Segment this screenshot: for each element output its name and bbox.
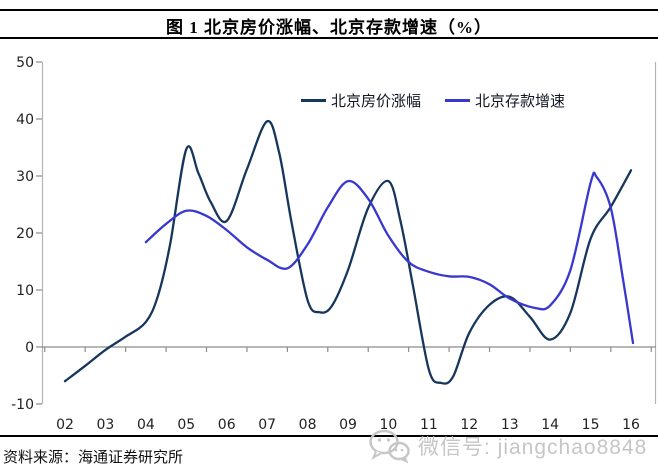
legend-line-swatch-blue [445, 99, 471, 102]
x-tick-label: 08 [299, 417, 317, 433]
y-tick-label: 0 [25, 340, 34, 356]
y-tick-label: 30 [16, 169, 34, 185]
y-tick-label: 40 [16, 112, 34, 128]
x-tick-label: 15 [582, 417, 600, 433]
watermark: 微信号: jiangchao8848 [368, 429, 647, 463]
x-tick-label: 05 [177, 417, 195, 433]
title-divider [0, 37, 658, 39]
x-tick-label: 03 [97, 417, 115, 433]
x-tick-label: 14 [541, 417, 559, 433]
series-line-0 [63, 120, 633, 385]
y-tick-label: 50 [16, 55, 34, 71]
source-note: 资料来源：海通证券研究所 [3, 449, 184, 466]
chart-legend: 北京房价涨幅 北京存款增速 [301, 90, 565, 111]
x-tick-label: 09 [339, 417, 357, 433]
x-tick-label: 13 [501, 417, 519, 433]
x-tick-label: 12 [460, 417, 478, 433]
top-divider [0, 9, 658, 11]
legend-item-deposit-growth: 北京存款增速 [445, 90, 565, 111]
x-tick-label: 11 [420, 417, 438, 433]
chart-title: 图 1 北京房价涨幅、北京存款增速（%） [166, 18, 492, 37]
y-tick-label: 20 [16, 226, 34, 242]
y-tick-label: 10 [16, 283, 34, 299]
x-tick-label: 06 [218, 417, 236, 433]
x-tick-label: 16 [622, 417, 640, 433]
watermark-text: 微信号: jiangchao8848 [418, 436, 648, 459]
series-line-1 [144, 171, 635, 345]
y-tick-label: -10 [11, 397, 34, 413]
x-tick-label: 10 [380, 417, 398, 433]
bottom-divider [0, 435, 658, 437]
legend-label-house-price: 北京房价涨幅 [331, 94, 422, 110]
legend-label-deposit-growth: 北京存款增速 [475, 94, 566, 110]
legend-item-house-price: 北京房价涨幅 [301, 90, 421, 111]
legend-line-swatch-navy [301, 99, 326, 102]
x-tick-label: 07 [258, 417, 276, 433]
wechat-icon [369, 429, 410, 463]
x-tick-label: 02 [56, 417, 74, 433]
x-tick-label: 04 [137, 417, 155, 433]
